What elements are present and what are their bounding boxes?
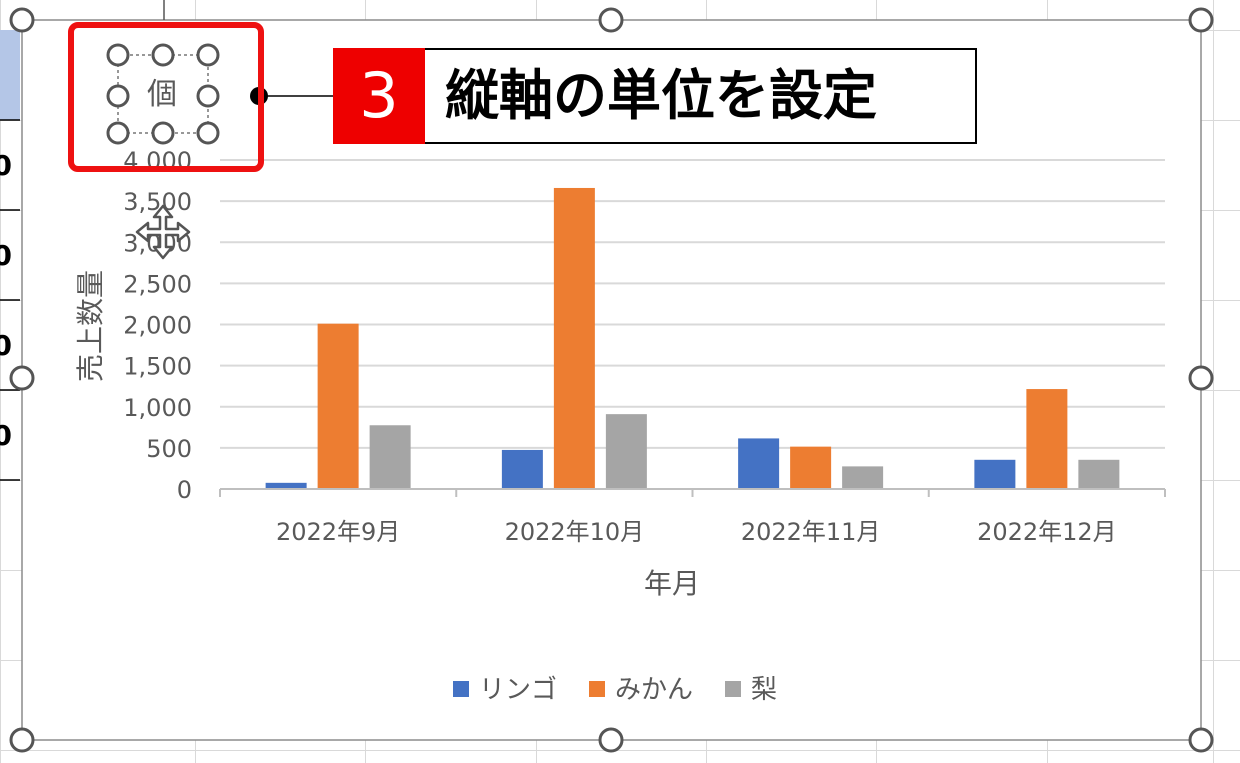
bar[interactable]: [317, 323, 359, 489]
x-tick-label: 2022年12月: [977, 518, 1117, 546]
x-tick-label: 2022年11月: [741, 518, 881, 546]
selection-handle[interactable]: [106, 43, 130, 67]
sheet-cell-value: 0: [0, 149, 12, 182]
x-tick-label: 2022年9月: [276, 518, 400, 546]
annotation-box: [333, 48, 977, 144]
legend-label: 梨: [751, 675, 777, 705]
bars[interactable]: [265, 187, 1120, 489]
bar[interactable]: [1078, 459, 1120, 489]
resize-handle[interactable]: [598, 7, 624, 33]
unit-label[interactable]: 個: [147, 77, 177, 112]
y-tick-label: 2,500: [123, 270, 192, 298]
legend-swatch: [453, 681, 469, 697]
resize-handle[interactable]: [1188, 7, 1214, 33]
bar[interactable]: [605, 414, 647, 489]
move-cursor-icon: [135, 204, 191, 260]
sheet-header-cell: [0, 30, 20, 120]
x-axis-title[interactable]: 年月: [644, 567, 700, 600]
resize-handle[interactable]: [598, 727, 624, 753]
selection-handle[interactable]: [196, 43, 220, 67]
bar[interactable]: [369, 425, 411, 489]
y-tick-label: 1,000: [123, 394, 192, 422]
y-tick-label: 0: [177, 476, 192, 504]
annotation-step-number: 3: [333, 48, 425, 144]
selection-handle[interactable]: [196, 84, 220, 108]
selection-handle[interactable]: [151, 121, 175, 145]
y-tick-label: 1,500: [123, 353, 192, 381]
resize-handle[interactable]: [1188, 727, 1214, 753]
unit-label-selection: [106, 43, 220, 145]
bar[interactable]: [974, 459, 1016, 489]
selection-handle[interactable]: [151, 43, 175, 67]
selection-handle[interactable]: [106, 121, 130, 145]
sheet-cell-value: 0: [0, 419, 12, 452]
y-axis-title[interactable]: 売上数量: [74, 270, 107, 382]
legend-label: みかん: [615, 675, 693, 705]
x-tick-label: 2022年10月: [505, 518, 645, 546]
legend-swatch: [589, 681, 605, 697]
resize-handle[interactable]: [9, 7, 35, 33]
x-axis: 2022年9月 2022年10月 2022年11月 2022年12月: [219, 488, 1166, 546]
y-tick-label: 2,000: [123, 312, 192, 340]
resize-handle[interactable]: [9, 365, 35, 391]
y-tick-label: 500: [146, 435, 192, 463]
resize-handle[interactable]: [1188, 365, 1214, 391]
legend-swatch: [725, 681, 741, 697]
bar[interactable]: [265, 482, 307, 489]
sheet-cell-value: 0: [0, 239, 12, 272]
chart-resize-handles[interactable]: [9, 7, 1214, 753]
annotation-text: 縦軸の単位を設定: [445, 64, 877, 127]
sheet-cell-value: 0: [0, 329, 12, 362]
bar[interactable]: [842, 466, 884, 489]
bar[interactable]: [501, 449, 543, 489]
legend[interactable]: リンゴ みかん 梨: [453, 675, 777, 705]
bar[interactable]: [1026, 389, 1068, 489]
bar[interactable]: [790, 446, 832, 489]
bar[interactable]: [553, 187, 595, 489]
selection-handle[interactable]: [196, 121, 220, 145]
selection-handle[interactable]: [106, 84, 130, 108]
resize-handle[interactable]: [9, 727, 35, 753]
bar[interactable]: [738, 438, 780, 489]
legend-label: リンゴ: [479, 675, 557, 705]
highlight-frame: [68, 22, 264, 172]
